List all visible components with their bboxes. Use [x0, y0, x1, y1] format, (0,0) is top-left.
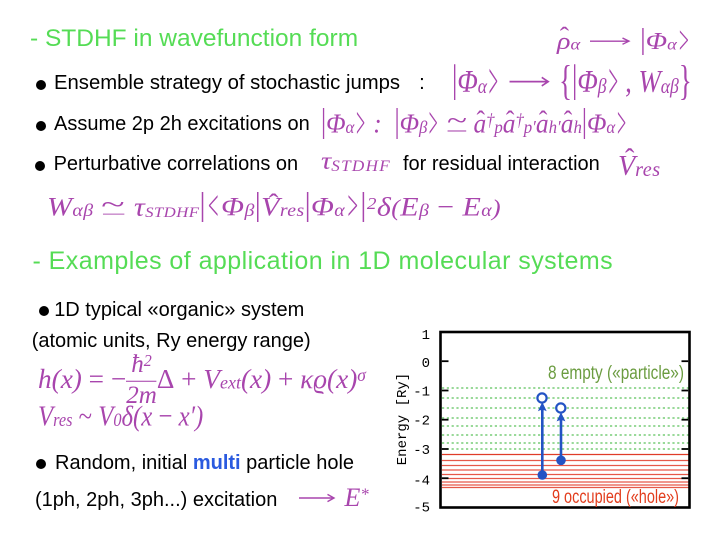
svg-text:8 empty («particle»): 8 empty («particle») — [548, 363, 684, 384]
svg-text:-1: -1 — [413, 385, 430, 401]
svg-text:1: 1 — [422, 328, 430, 344]
svg-text:Energy [Ry]: Energy [Ry] — [395, 373, 411, 465]
svg-text:0: 0 — [422, 356, 430, 372]
svg-text:-4: -4 — [413, 474, 430, 490]
svg-text:-5: -5 — [413, 501, 430, 517]
svg-text:-3: -3 — [413, 443, 430, 459]
svg-text:9 occupied («hole»): 9 occupied («hole») — [552, 487, 679, 508]
svg-text:-2: -2 — [413, 414, 430, 430]
